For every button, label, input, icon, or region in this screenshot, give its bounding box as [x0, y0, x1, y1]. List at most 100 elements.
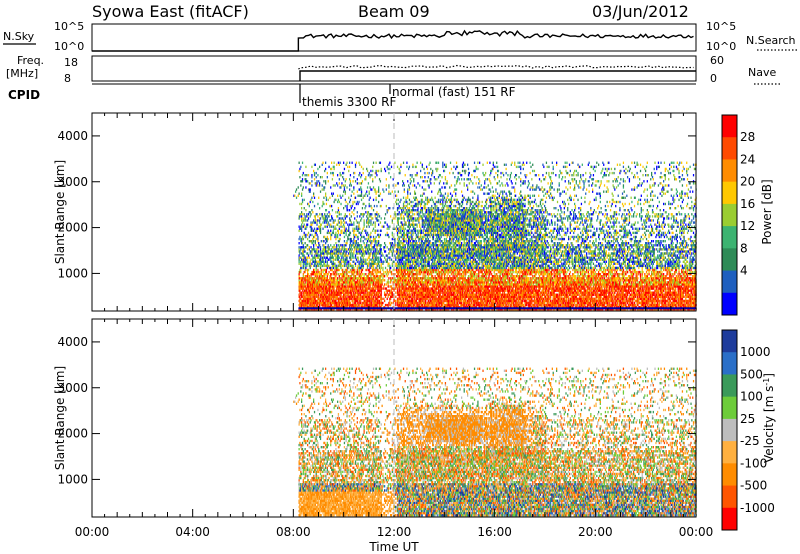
power-cell [374, 277, 376, 280]
power-cell [323, 303, 325, 307]
power-cell [324, 295, 326, 298]
power-cell [337, 295, 339, 298]
power-cell [336, 279, 338, 282]
power-cell [367, 295, 370, 298]
power-cell [304, 279, 306, 282]
power-cell [383, 190, 385, 193]
power-cell [338, 285, 340, 288]
power-cell [301, 237, 303, 241]
power-cell [378, 213, 380, 216]
power-cell [309, 182, 311, 185]
power-cell [316, 270, 318, 274]
power-cell [372, 254, 374, 257]
power-cell [369, 281, 371, 284]
power-cell [366, 295, 369, 298]
power-cell [334, 198, 336, 202]
power-cell [346, 229, 348, 232]
power-cell [338, 178, 340, 181]
power-cell [360, 192, 363, 195]
power-cell [332, 225, 334, 228]
power-cell [306, 291, 308, 294]
power-cell [328, 281, 330, 284]
power-cell [367, 297, 370, 301]
power-cell [430, 283, 432, 286]
power-cell [369, 254, 371, 257]
power-cell [328, 285, 330, 288]
power-cell [407, 188, 409, 191]
power-cell [317, 283, 319, 286]
power-cell [307, 279, 310, 282]
power-cell [308, 211, 310, 214]
power-cell [325, 293, 327, 296]
power-cell [374, 225, 376, 228]
power-cell [326, 306, 328, 309]
power-cell [303, 254, 305, 257]
power-cell [353, 252, 355, 255]
power-cell [363, 258, 365, 261]
power-cell [426, 180, 429, 183]
power-cell [420, 273, 422, 276]
power-cell [325, 287, 328, 290]
power-cell [426, 196, 429, 199]
power-cell [351, 287, 353, 290]
power-cell [390, 303, 392, 307]
power-cell [365, 178, 367, 181]
power-cell [318, 260, 320, 263]
power-cell [397, 202, 399, 206]
power-cell [319, 293, 322, 296]
power-cell [301, 235, 304, 239]
power-cell [391, 190, 393, 193]
power-cell [335, 198, 337, 202]
power-cell [354, 180, 357, 183]
power-cell [360, 244, 362, 247]
power-cell [316, 287, 318, 290]
power-cell [303, 256, 305, 259]
power-cell [425, 254, 427, 257]
power-cell [389, 250, 391, 253]
power-cell [354, 270, 356, 274]
power-cell [426, 209, 428, 212]
power-cell [322, 252, 324, 255]
power-cell [374, 260, 376, 263]
power-cell [379, 270, 382, 274]
power-cell [354, 248, 356, 251]
power-cell [325, 242, 327, 245]
power-cell [320, 260, 322, 263]
power-cell [301, 240, 303, 243]
power-cell [301, 180, 303, 183]
power-cell [327, 237, 329, 241]
power-cell [356, 200, 358, 204]
power-cell [301, 215, 303, 218]
power-cell [302, 171, 304, 175]
power-cell [311, 174, 313, 177]
power-cell [310, 295, 312, 298]
power-cell [360, 198, 363, 202]
power-cell [316, 229, 318, 232]
power-cell [349, 256, 352, 259]
power-cell [423, 188, 425, 191]
power-cell [350, 297, 352, 301]
power-cell [333, 297, 335, 301]
power-cell [367, 275, 370, 278]
power-cell [354, 262, 356, 265]
power-cell [362, 213, 364, 216]
power-cell [339, 171, 341, 175]
power-cell [355, 202, 358, 206]
power-cell [342, 252, 344, 255]
power-cell [337, 273, 340, 276]
power-cell [337, 161, 340, 164]
power-cell [301, 207, 303, 210]
power-cell [375, 169, 377, 173]
power-cell [373, 301, 376, 305]
power-cell [333, 279, 335, 282]
power-cell [366, 250, 369, 253]
power-cell [390, 297, 392, 301]
power-cell [313, 299, 316, 303]
power-cell [323, 301, 325, 305]
power-cell [354, 301, 357, 305]
power-cell [304, 291, 306, 294]
power-cell [331, 281, 333, 284]
power-cell [301, 258, 303, 261]
power-cell [330, 223, 332, 226]
power-cell [348, 248, 350, 251]
